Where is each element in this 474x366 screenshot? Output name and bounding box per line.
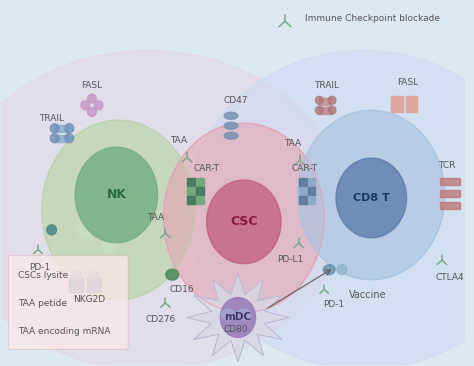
Ellipse shape	[166, 269, 179, 280]
Bar	[391, 96, 402, 112]
Text: CSC: CSC	[230, 215, 257, 228]
Bar	[308, 187, 315, 195]
Text: Vaccine: Vaccine	[349, 290, 386, 300]
Text: TAA: TAA	[284, 139, 301, 147]
Ellipse shape	[315, 106, 323, 114]
Ellipse shape	[50, 124, 59, 133]
Bar	[308, 196, 315, 204]
Bar	[308, 178, 315, 186]
Bar	[69, 278, 83, 292]
Ellipse shape	[164, 123, 324, 313]
Ellipse shape	[323, 265, 335, 274]
Ellipse shape	[47, 225, 56, 235]
Bar	[406, 96, 418, 112]
Text: FASL: FASL	[82, 81, 102, 90]
Ellipse shape	[88, 94, 96, 103]
Ellipse shape	[65, 134, 74, 143]
Text: PD-1: PD-1	[323, 300, 345, 309]
Ellipse shape	[77, 187, 91, 203]
FancyBboxPatch shape	[9, 256, 128, 350]
Ellipse shape	[77, 222, 91, 238]
Bar	[187, 187, 195, 195]
Text: TCR: TCR	[438, 161, 456, 169]
Ellipse shape	[131, 222, 145, 238]
Text: NKG2D: NKG2D	[73, 295, 105, 304]
Text: NK: NK	[106, 188, 127, 201]
Ellipse shape	[71, 271, 82, 280]
Text: CSCs lysite: CSCs lysite	[18, 271, 69, 280]
Ellipse shape	[224, 122, 238, 129]
Text: TRAIL: TRAIL	[314, 81, 339, 90]
Ellipse shape	[224, 112, 238, 119]
Bar	[440, 178, 459, 185]
Bar	[55, 125, 68, 132]
Text: TAA: TAA	[171, 136, 188, 145]
Ellipse shape	[75, 147, 157, 243]
Text: PD-L1: PD-L1	[277, 255, 303, 264]
Bar	[196, 178, 204, 186]
Bar	[196, 196, 204, 204]
Ellipse shape	[220, 298, 255, 337]
Bar	[299, 187, 307, 195]
Text: CD16: CD16	[170, 285, 194, 294]
Bar	[87, 278, 100, 292]
Ellipse shape	[298, 110, 445, 280]
Bar	[319, 107, 331, 114]
Text: CD8 T: CD8 T	[353, 193, 390, 203]
Text: CAR-T: CAR-T	[193, 164, 219, 172]
Ellipse shape	[237, 309, 251, 320]
Bar	[55, 135, 68, 142]
Bar	[187, 178, 195, 186]
Text: CD276: CD276	[146, 315, 176, 324]
Ellipse shape	[337, 265, 347, 274]
Bar	[440, 202, 459, 209]
Bar	[299, 196, 307, 204]
Bar	[299, 178, 307, 186]
Bar	[319, 98, 331, 105]
Text: mDC: mDC	[224, 313, 252, 322]
Polygon shape	[187, 273, 289, 362]
Ellipse shape	[42, 120, 195, 299]
Ellipse shape	[131, 187, 145, 203]
Ellipse shape	[207, 180, 281, 264]
Ellipse shape	[221, 309, 235, 320]
Ellipse shape	[88, 108, 96, 116]
Text: TAA: TAA	[147, 213, 164, 223]
Bar	[440, 190, 459, 197]
Text: TRAIL: TRAIL	[39, 114, 64, 123]
Ellipse shape	[328, 106, 336, 114]
Bar	[187, 196, 195, 204]
Ellipse shape	[336, 158, 407, 238]
Ellipse shape	[65, 124, 74, 133]
Ellipse shape	[0, 51, 344, 366]
Ellipse shape	[102, 237, 115, 253]
Text: CAR-T: CAR-T	[292, 164, 318, 172]
Text: TAA encoding mRNA: TAA encoding mRNA	[18, 327, 111, 336]
Bar	[196, 187, 204, 195]
Ellipse shape	[50, 134, 59, 143]
Ellipse shape	[81, 101, 90, 110]
Text: CTLA4: CTLA4	[436, 273, 464, 282]
Text: CD80: CD80	[224, 325, 248, 334]
Text: FASL: FASL	[397, 78, 418, 87]
Ellipse shape	[315, 96, 323, 104]
Ellipse shape	[94, 101, 103, 110]
Text: CD47: CD47	[224, 96, 248, 105]
Ellipse shape	[328, 96, 336, 104]
Text: TAA petide: TAA petide	[18, 299, 67, 308]
Ellipse shape	[102, 207, 115, 223]
Ellipse shape	[187, 51, 474, 366]
Text: Immune Checkpoint blockade: Immune Checkpoint blockade	[305, 14, 439, 23]
Ellipse shape	[89, 271, 99, 280]
Text: PD-1: PD-1	[29, 263, 51, 272]
Ellipse shape	[224, 132, 238, 139]
